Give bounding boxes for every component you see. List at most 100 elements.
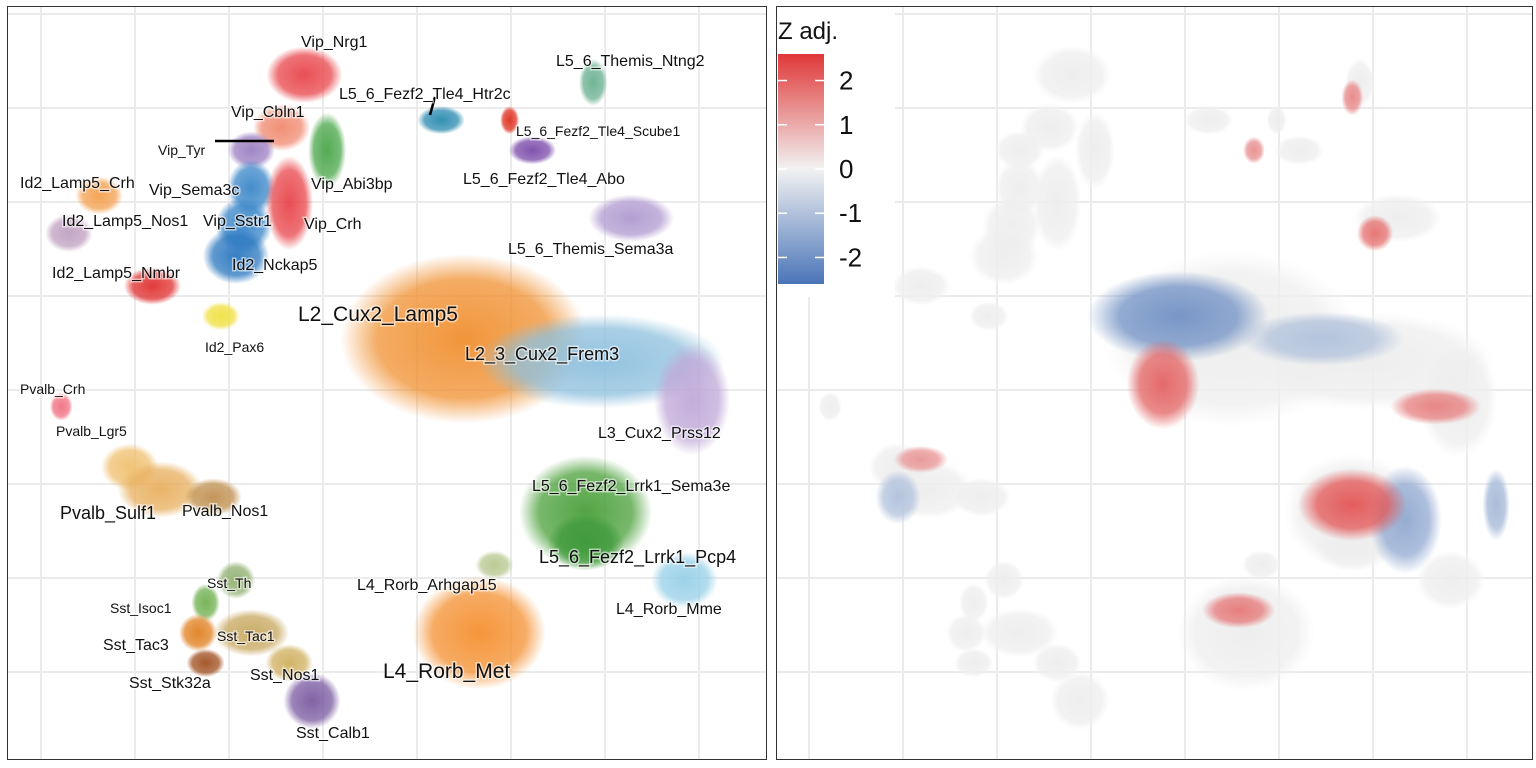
zbase-vip-nrg1 bbox=[1032, 45, 1112, 105]
cluster-labels: Vip_Nrg1 L5_6_Themis_Ntng2 L5_6_Fezf2_Tle4… bbox=[19, 33, 738, 744]
cluster-sst-tac3 bbox=[179, 613, 217, 652]
zscore-region bbox=[1297, 468, 1407, 541]
label-vip-sema3c: Vip_Sema3c bbox=[149, 182, 239, 199]
umap-zscore-plot: Z adj.2 1 0 -1 -2 bbox=[777, 7, 1532, 759]
zbase-l5-6-fezf2-tle4-htr2c bbox=[1183, 105, 1234, 135]
zscore-region bbox=[893, 445, 949, 473]
zbase-id2-lamp5-nmbr bbox=[891, 266, 951, 306]
label-l5-6-themis-ntng2: L5_6_Themis_Ntng2 bbox=[556, 53, 705, 70]
zbase-sst-isoc1 bbox=[959, 583, 989, 623]
label-l5-6-themis-sema3a: L5_6_Themis_Sema3a bbox=[508, 241, 674, 258]
label-l5-6-fezf2-tle4-htr2c: L5_6_Fezf2_Tle4_Htr2c bbox=[339, 86, 511, 103]
cluster-sst-isoc1 bbox=[191, 583, 220, 622]
colorbar-tick-label: 2 bbox=[839, 66, 853, 96]
label-id2-lamp5-nmbr: Id2_Lamp5_Nmbr bbox=[52, 265, 181, 282]
cluster-l4-rorb-arhgap15 bbox=[475, 550, 514, 580]
label-vip-tyr: Vip_Tyr bbox=[158, 142, 206, 158]
cluster-vip-nrg1 bbox=[266, 46, 343, 104]
zscore-highlights bbox=[875, 79, 1510, 629]
cluster-vip-abi3bp bbox=[308, 112, 347, 188]
cluster-pvalb-crh bbox=[49, 392, 73, 421]
zscore-region bbox=[1390, 388, 1482, 425]
label-id2-lamp5-crh: Id2_Lamp5_Crh bbox=[20, 175, 135, 192]
zscore-region bbox=[1087, 270, 1270, 362]
colorbar-tick-label: 0 bbox=[839, 154, 853, 184]
cluster-l3-cux2-prss12 bbox=[654, 342, 730, 456]
cluster-l4-rorb-mme bbox=[651, 551, 718, 609]
cluster-l5-6-fezf2-tle4-scube1 bbox=[500, 105, 520, 135]
zbase-sst-tac3 bbox=[946, 613, 986, 653]
label-vip-abi3bp: Vip_Abi3bp bbox=[311, 176, 393, 193]
zscore-region bbox=[1482, 468, 1510, 541]
colorbar-tick-label: -1 bbox=[839, 198, 862, 228]
label-sst-th: Sst_Th bbox=[207, 575, 251, 591]
zbase-pvalb-nos1 bbox=[951, 477, 1011, 517]
label-sst-tac1: Sst_Tac1 bbox=[217, 628, 275, 644]
umap-zscore-panel: Z adj. 2 1 0 -1 -2 bbox=[776, 6, 1533, 760]
label-l5-6-fezf2-tle4-abo: L5_6_Fezf2_Tle4_Abo bbox=[463, 171, 625, 188]
label-sst-calb1: Sst_Calb1 bbox=[296, 725, 370, 742]
zscore-region bbox=[1126, 338, 1200, 430]
cluster-l5-6-themis-ntng2 bbox=[578, 58, 608, 106]
colorbar-tick-label: -2 bbox=[839, 242, 862, 272]
label-id2-pax6: Id2_Pax6 bbox=[205, 339, 264, 355]
label-l4-rorb-met: L4_Rorb_Met bbox=[383, 660, 510, 683]
cluster-sst-calb1 bbox=[283, 672, 341, 729]
label-l5-6-fezf2-tle4-scube1: L5_6_Fezf2_Tle4_Scube1 bbox=[516, 123, 680, 139]
cluster-id2-lamp5-nos1 bbox=[45, 214, 93, 253]
label-pvalb-crh: Pvalb_Crh bbox=[20, 381, 85, 397]
label-pvalb-lgr5: Pvalb_Lgr5 bbox=[56, 423, 127, 439]
zbase-l4-rorb-mme bbox=[1416, 550, 1486, 610]
label-id2-nckap5: Id2_Nckap5 bbox=[232, 257, 317, 274]
zbase-pvalb-crh bbox=[818, 391, 842, 422]
label-sst-stk32a: Sst_Stk32a bbox=[129, 675, 211, 692]
zbase-vip-tyr bbox=[994, 130, 1044, 170]
cluster-l5-6-fezf2-tle4-htr2c bbox=[417, 105, 465, 135]
cluster-pvalb-sulf1 bbox=[117, 461, 203, 518]
zbase-vip-crh bbox=[1032, 154, 1082, 253]
zbase-id2-pax6 bbox=[969, 301, 1009, 331]
zbase-l4-rorb-met bbox=[1177, 574, 1316, 692]
colorbar-title: Z adj. bbox=[778, 18, 838, 45]
zscore-region bbox=[1243, 136, 1265, 164]
label-l5-6-fezf2-lrrk1-sema3e: L5_6_Fezf2_Lrrk1_Sema3e bbox=[532, 478, 730, 495]
label-vip-crh: Vip_Crh bbox=[304, 216, 362, 233]
cluster-l4-rorb-met bbox=[412, 576, 546, 690]
cluster-id2-lamp5-nmbr bbox=[123, 267, 181, 305]
umap-cluster-plot: Vip_Nrg1 L5_6_Themis_Ntng2 L5_6_Fezf2_Tle4… bbox=[8, 7, 766, 759]
label-l4-rorb-arhgap15: L4_Rorb_Arhgap15 bbox=[357, 577, 497, 594]
label-vip-nrg1: Vip_Nrg1 bbox=[301, 34, 368, 51]
label-pvalb-sulf1: Pvalb_Sulf1 bbox=[60, 503, 156, 524]
cluster-l5-6-fezf2-lrrk1-pcp4 bbox=[547, 514, 624, 571]
zbase-sst-calb1 bbox=[1050, 671, 1110, 731]
cluster-id2-nckap5 bbox=[202, 227, 270, 285]
zbase-l5-6-fezf2-tle4-scube1 bbox=[1266, 105, 1287, 135]
cluster-sst-nos1 bbox=[265, 644, 313, 682]
zbase-l4-rorb-arhgap15 bbox=[1241, 550, 1282, 580]
cluster-id2-pax6 bbox=[201, 302, 240, 331]
zbase-sst-stk32a bbox=[954, 648, 994, 678]
zscore-region bbox=[1341, 79, 1364, 116]
label-l2-3-cux2-frem3: L2_3_Cux2_Frem3 bbox=[465, 344, 619, 365]
zbase-sst-th bbox=[984, 560, 1024, 600]
label-sst-tac3: Sst_Tac3 bbox=[103, 637, 169, 654]
label-l4-rorb-mme: L4_Rorb_Mme bbox=[616, 601, 722, 618]
zbase-sst-nos1 bbox=[1032, 643, 1082, 683]
cluster-sst-th bbox=[217, 561, 255, 599]
label-sst-nos1: Sst_Nos1 bbox=[250, 667, 319, 684]
cluster-sst-tac1 bbox=[213, 609, 290, 657]
cluster-vip-crh bbox=[265, 155, 313, 251]
cluster-sst-stk32a bbox=[186, 648, 225, 678]
label-sst-isoc1: Sst_Isoc1 bbox=[110, 600, 172, 616]
label-l3-cux2-prss12: L3_Cux2_Prss12 bbox=[598, 425, 721, 442]
colorbar-legend: Z adj.2 1 0 -1 -2 bbox=[777, 7, 895, 297]
label-pvalb-nos1: Pvalb_Nos1 bbox=[182, 503, 268, 520]
label-l5-6-fezf2-lrrk1-pcp4: L5_6_Fezf2_Lrrk1_Pcp4 bbox=[539, 547, 736, 568]
leader-line-htr2c bbox=[428, 96, 437, 116]
cluster-l5-6-themis-sema3a bbox=[588, 194, 674, 242]
zscore-region bbox=[1240, 311, 1404, 366]
zbase-vip-abi3bp bbox=[1075, 111, 1115, 190]
colorbar-tick-label: 1 bbox=[839, 110, 853, 140]
cluster-blobs bbox=[45, 46, 730, 729]
cluster-pvalb-nos1 bbox=[184, 478, 242, 516]
